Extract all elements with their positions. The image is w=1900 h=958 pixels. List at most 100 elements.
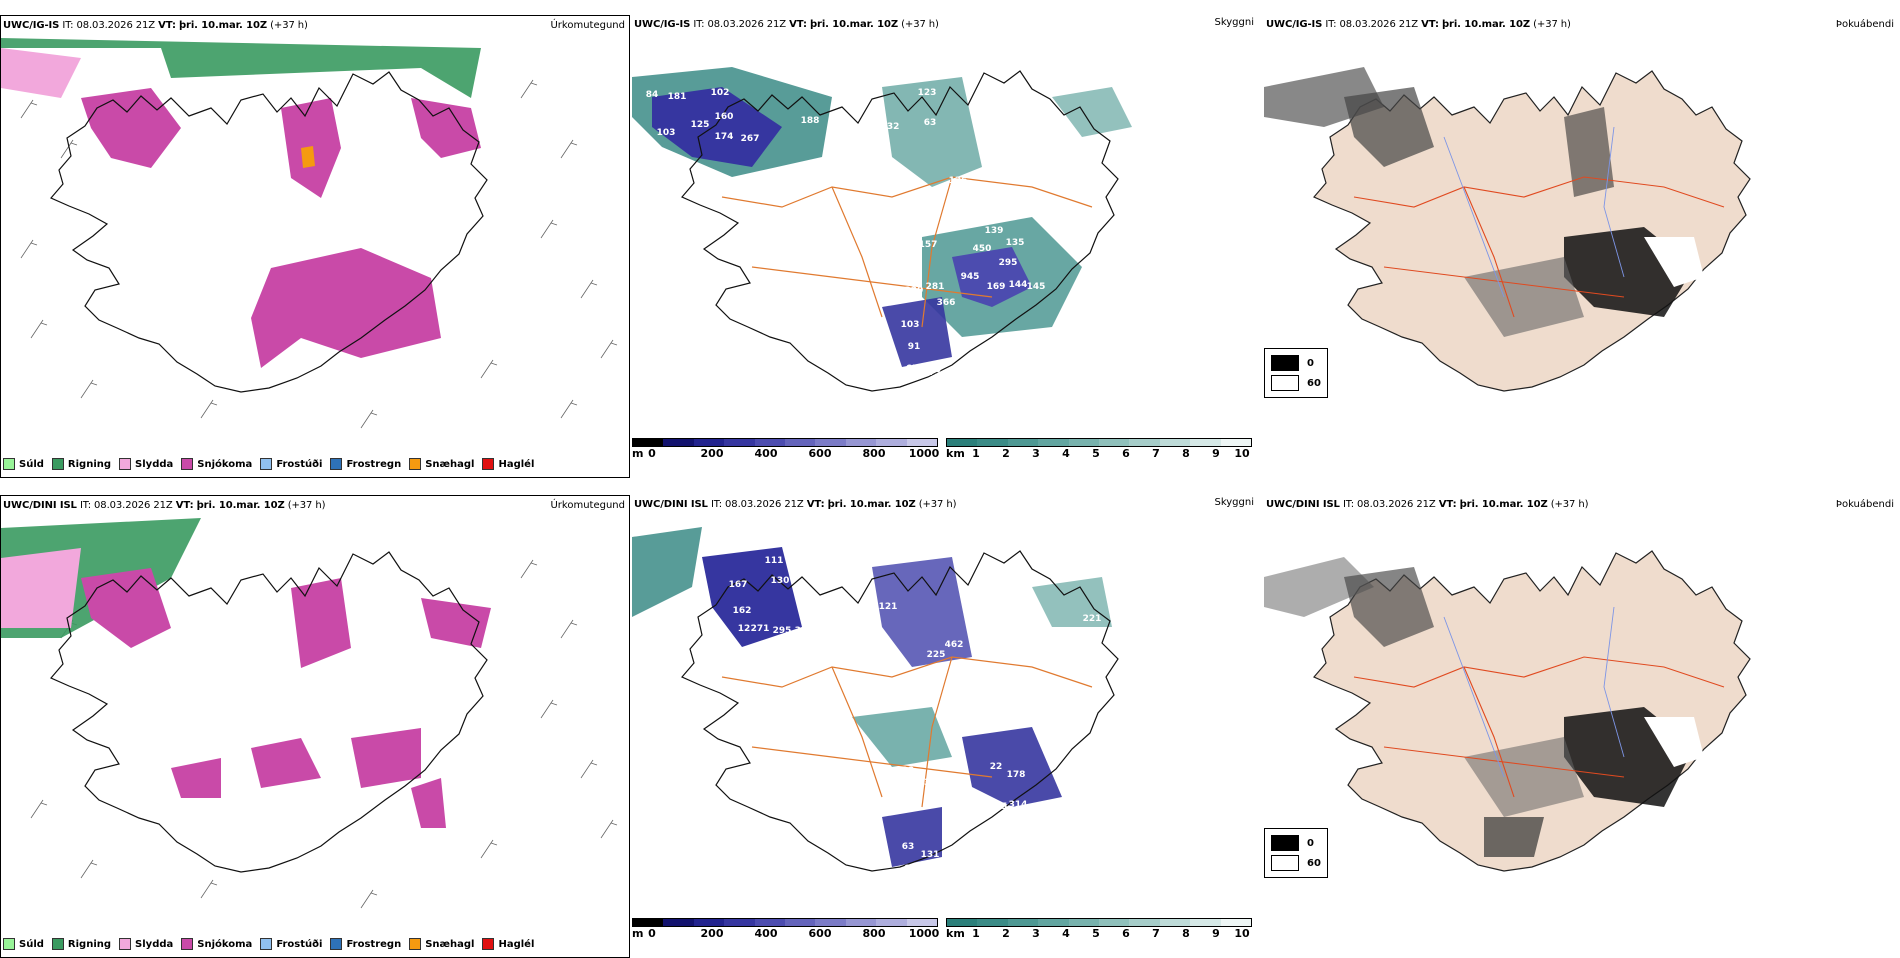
- colorbar-ticks: km 1 2 3 4 5 6 7 8 9 10: [946, 927, 1250, 940]
- cloud-base-label: 178: [1007, 770, 1026, 780]
- cloud-base-label: 132: [865, 242, 884, 252]
- glacier-white: [1644, 717, 1704, 767]
- fog-area-southcoast: [1484, 817, 1544, 857]
- cloud-base-label: 23: [918, 778, 931, 788]
- sleet-area: [1, 48, 81, 98]
- snow-area-northeast: [411, 98, 481, 158]
- cloud-base-label: 139: [985, 226, 1004, 236]
- low-ceiling-south: [882, 807, 942, 867]
- fog-panel-top: UWC/IG-IS IT: 08.03.2026 21Z VT: þri. 10…: [1264, 15, 1900, 478]
- cloud-base-label: 38: [1060, 824, 1073, 834]
- fog-area-north: [1564, 107, 1614, 197]
- cloud-base-label: 123: [918, 88, 937, 98]
- panel-title: UWC/DINI ISL IT: 08.03.2026 21Z VT: þri.…: [1266, 499, 1589, 510]
- visibility-map[interactable]: 84 181 102 160 125 103 174 267 188 232 1…: [632, 37, 1262, 452]
- cloud-base-label: 225: [927, 650, 946, 660]
- colorbar-ticks: m 0 200 400 600 800 1000: [632, 927, 940, 940]
- cloud-base-label: 89: [1142, 632, 1155, 642]
- cloud-base-label: 103: [657, 128, 676, 138]
- cloud-base-label: 92: [902, 766, 915, 776]
- fog-map[interactable]: [1264, 517, 1894, 897]
- rain-area-north: [1, 38, 481, 98]
- cloud-base-label: 221: [1083, 614, 1102, 624]
- cloud-base-label: 63: [924, 118, 937, 128]
- low-ceiling-highlands-east: [962, 727, 1062, 807]
- low-ceiling-highlands: [952, 247, 1032, 307]
- cloud-base-label: 130: [771, 576, 790, 586]
- legend-item: Slydda: [119, 458, 173, 470]
- colorbar-cells: [946, 918, 1252, 927]
- cloud-base-label: 295: [773, 626, 792, 636]
- low-ceiling-west: [652, 87, 782, 167]
- precip-map[interactable]: [1, 38, 630, 458]
- colorbar-cells: [632, 438, 938, 447]
- cloud-base-label: 65: [928, 884, 941, 894]
- legend-item: Rigning: [51, 458, 111, 470]
- fog-area-west: [1264, 557, 1374, 617]
- panel-title: UWC/IG-IS IT: 08.03.2026 21Z VT: þri. 10…: [634, 19, 939, 30]
- cloud-base-label: 145: [1027, 282, 1046, 292]
- legend-item: Haglél: [482, 458, 534, 470]
- field-name: Úrkomutegund: [550, 20, 625, 31]
- legend-item: Snjókoma: [181, 458, 252, 470]
- fog-legend: 0 60: [1264, 348, 1328, 398]
- precip-map[interactable]: [1, 518, 630, 938]
- colorbar-cells: [946, 438, 1252, 447]
- field-name: Þokuábendi: [1835, 19, 1894, 30]
- cloud-base-label: 162: [733, 606, 752, 616]
- cloud-base-label: 281: [926, 282, 945, 292]
- cloud-base-label: 174: [715, 132, 734, 142]
- snow-area-4: [411, 778, 446, 828]
- precip-type-panel-bottom: UWC/DINI ISL IT: 08.03.2026 21Z VT: þri.…: [0, 495, 630, 958]
- visibility-colorbar: km 1 2 3 4 5 6 7 8 9 10: [946, 918, 1252, 941]
- fog-legend-row: 60: [1271, 373, 1321, 393]
- cloud-base-label: 462: [945, 640, 964, 650]
- snow-area-1: [251, 738, 321, 788]
- fog-panel-bottom: UWC/DINI ISL IT: 08.03.2026 21Z VT: þri.…: [1264, 495, 1900, 958]
- cloud-base-label: 73: [929, 368, 942, 378]
- visibility-colorbar: km 1 2 3 4 5 6 7 8 9 10: [946, 438, 1252, 461]
- low-ceiling-north: [872, 557, 972, 667]
- cloud-base-label: 63: [902, 842, 915, 852]
- cloud-base-label: 289: [703, 624, 722, 634]
- ceiling-colorbar: m 0 200 400 600 800 1000: [632, 438, 940, 461]
- legend-item: Snæhagl: [409, 938, 474, 950]
- fog-legend-row: 60: [1271, 853, 1321, 873]
- cloud-base-label: 126: [949, 176, 968, 186]
- cloud-base-label: 167: [729, 580, 748, 590]
- legend-item: Súld: [3, 938, 44, 950]
- colorbar-ticks: m 0 200 400 600 800 1000: [632, 447, 940, 460]
- cloud-base-label: 121: [879, 602, 898, 612]
- precip-type-panel-top: UWC/IG-IS IT: 08.03.2026 21Z VT: þri. 10…: [0, 15, 630, 478]
- roads: [721, 176, 1093, 328]
- cloud-base-label: 188: [801, 116, 820, 126]
- cloud-base-label: 69: [906, 882, 919, 892]
- fog-map[interactable]: [1264, 37, 1894, 417]
- cloud-base-label: 181: [668, 92, 687, 102]
- panel-title: UWC/IG-IS IT: 08.03.2026 21Z VT: þri. 10…: [3, 20, 308, 31]
- visibility-panel-bottom: UWC/DINI ISL IT: 08.03.2026 21Z VT: þri.…: [632, 495, 1262, 958]
- fog-area-westfjords: [1344, 87, 1434, 167]
- cloud-base-label: 91: [908, 342, 921, 352]
- cloud-base-label: 22: [990, 762, 1003, 772]
- cloud-base-label: 72: [842, 780, 855, 790]
- colorbar-cells: [632, 918, 938, 927]
- cloud-base-label: 103: [901, 320, 920, 330]
- snow-area-westfjords: [81, 568, 171, 648]
- visibility-map[interactable]: 111 167 130 162 289 12 271 295 57 121 38…: [632, 517, 1262, 932]
- field-name: Úrkomutegund: [550, 500, 625, 511]
- cloud-base-label: 229: [905, 286, 924, 296]
- low-visibility-west: [632, 527, 702, 617]
- fog-area-south: [1464, 257, 1584, 337]
- field-name: Skyggni: [1214, 497, 1254, 508]
- cloud-base-label: 54: [1060, 312, 1073, 322]
- low-ceiling-south: [882, 297, 952, 367]
- cloud-base-label: 945: [961, 272, 980, 282]
- legend-item: Slydda: [119, 938, 173, 950]
- fog-area-westfjords: [1344, 567, 1434, 647]
- cloud-base-label: 135: [1006, 238, 1025, 248]
- ceiling-colorbar: m 0 200 400 600 800 1000: [632, 918, 940, 941]
- cloud-base-label: 385: [795, 626, 814, 636]
- cloud-base-label: 57: [650, 622, 663, 632]
- cloud-base-label: 75: [907, 218, 920, 228]
